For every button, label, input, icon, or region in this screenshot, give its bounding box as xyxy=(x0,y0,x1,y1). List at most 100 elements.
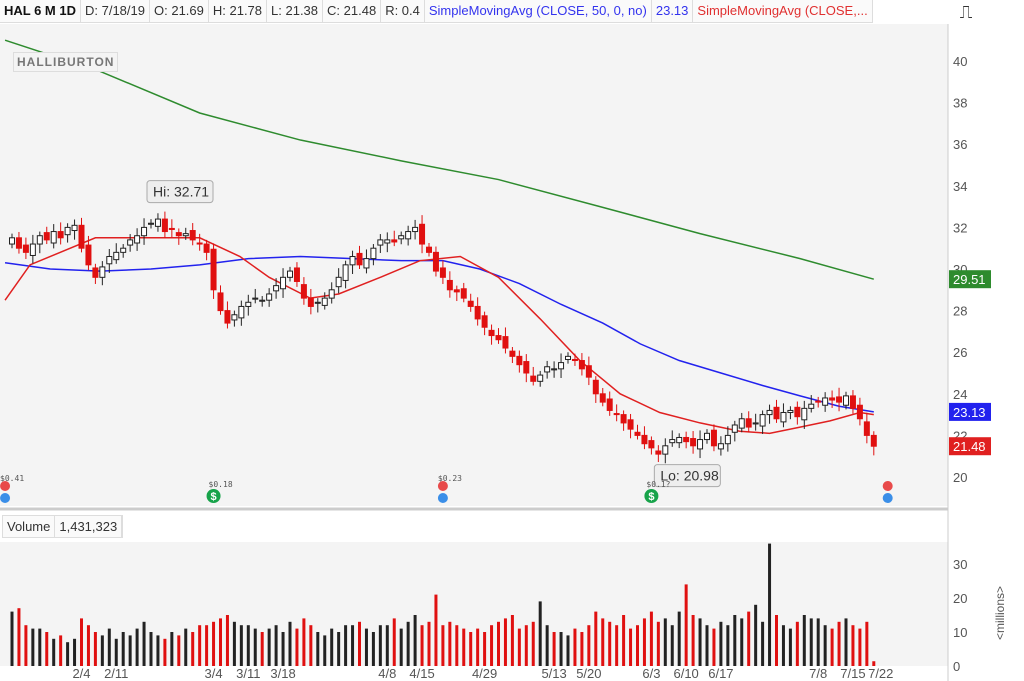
candle-body xyxy=(356,252,363,266)
candle-body xyxy=(141,226,148,237)
candle-body xyxy=(856,404,863,420)
candle-body xyxy=(252,297,259,300)
volume-header: Volume 1,431,323 xyxy=(2,515,124,538)
date-tick-label: 3/11 xyxy=(236,666,260,681)
drawing-tool-icon[interactable]: ⎍ xyxy=(959,2,973,22)
candle-body xyxy=(127,239,134,246)
candle-body xyxy=(384,239,391,244)
candle-body xyxy=(863,421,870,436)
volume-bar xyxy=(267,628,271,666)
date-tick-label: 7/8 xyxy=(809,666,827,681)
volume-bar xyxy=(399,628,403,666)
volume-bar xyxy=(691,615,695,666)
candle-body xyxy=(419,223,426,245)
candle-body xyxy=(509,350,516,357)
volume-bar xyxy=(135,628,139,666)
volume-bar xyxy=(184,628,188,666)
sma2-label[interactable]: SimpleMovingAvg (CLOSE,... xyxy=(693,0,873,22)
candle-body xyxy=(71,224,78,232)
volume-unit: <millions> xyxy=(993,585,1007,640)
volume-bar xyxy=(86,625,90,666)
candle-body xyxy=(300,284,307,299)
candle-body xyxy=(571,358,578,362)
candle-body xyxy=(731,424,738,433)
volume-bar xyxy=(469,632,473,666)
extreme-annotation-box xyxy=(653,464,721,488)
volume-bar xyxy=(114,638,118,666)
volume-bar xyxy=(232,621,236,666)
volume-bar xyxy=(316,632,320,666)
volume-bar xyxy=(73,638,77,666)
candle-body xyxy=(120,247,127,253)
volume-bar xyxy=(476,628,480,666)
candle-body xyxy=(634,431,641,436)
volume-bar xyxy=(865,621,869,666)
price-tick-label: 36 xyxy=(953,137,967,152)
candle-body xyxy=(182,233,189,237)
volume-bar xyxy=(295,628,299,666)
volume-bar xyxy=(59,635,63,666)
volume-bar xyxy=(531,621,535,666)
date-tick-label: 7/15 xyxy=(840,666,865,681)
volume-bar xyxy=(642,618,646,666)
volume-value: 1,431,323 xyxy=(55,516,123,537)
candle-body xyxy=(321,297,328,306)
close-readout: C: 21.48 xyxy=(323,0,382,22)
earnings-icon xyxy=(0,481,11,491)
candle-body xyxy=(495,335,502,341)
volume-bar xyxy=(358,621,361,666)
symbol-label[interactable]: HAL 6 M 1D xyxy=(0,0,81,22)
volume-bar xyxy=(302,618,306,666)
volume-bar xyxy=(747,611,751,666)
candle-body xyxy=(551,368,558,371)
candle-body xyxy=(377,239,384,246)
date-tick-label: 5/13 xyxy=(541,666,566,681)
volume-bar xyxy=(413,615,417,666)
candle-body xyxy=(231,314,238,321)
candle-body xyxy=(43,232,50,241)
high-readout: H: 21.78 xyxy=(209,0,268,22)
sma50-label[interactable]: SimpleMovingAvg (CLOSE, 50, 0, no) xyxy=(425,0,652,22)
candle-body xyxy=(516,355,523,366)
candle-body xyxy=(412,226,419,233)
volume-bar xyxy=(205,625,209,666)
date-readout: D: 7/18/19 xyxy=(81,0,150,22)
volume-bar xyxy=(66,642,70,666)
dividend-icon xyxy=(644,489,659,503)
volume-bar xyxy=(253,628,257,666)
candle-body xyxy=(648,440,655,449)
volume-bar xyxy=(719,621,723,666)
volume-bar xyxy=(497,621,500,666)
volume-bar xyxy=(191,632,195,666)
candle-body xyxy=(641,434,648,445)
candle-body xyxy=(259,299,266,302)
info-icon xyxy=(882,493,893,503)
candle-body xyxy=(474,305,481,320)
volume-bar xyxy=(378,625,382,666)
candle-body xyxy=(148,222,154,225)
candle-body xyxy=(599,393,606,403)
volume-bar xyxy=(622,615,626,666)
volume-bar xyxy=(31,628,35,666)
candle-body xyxy=(523,361,530,374)
candle-body xyxy=(335,276,342,288)
volume-bar xyxy=(323,635,327,666)
candle-body xyxy=(439,267,446,278)
candle-body xyxy=(537,374,544,382)
candle-body xyxy=(273,285,280,292)
volume-bar xyxy=(677,611,681,666)
candle-body xyxy=(662,445,669,455)
candle-body xyxy=(585,365,592,378)
volume-bar xyxy=(434,594,438,666)
candle-body xyxy=(704,432,710,441)
candle-body xyxy=(627,419,634,430)
price-badge xyxy=(949,402,991,421)
volume-bar xyxy=(858,628,862,666)
date-tick-label: 4/29 xyxy=(472,666,497,681)
volume-bar xyxy=(608,621,612,666)
volume-bar xyxy=(177,635,181,666)
volume-bar xyxy=(281,632,285,666)
date-tick-label: 6/10 xyxy=(673,666,698,681)
volume-bar xyxy=(712,628,716,666)
